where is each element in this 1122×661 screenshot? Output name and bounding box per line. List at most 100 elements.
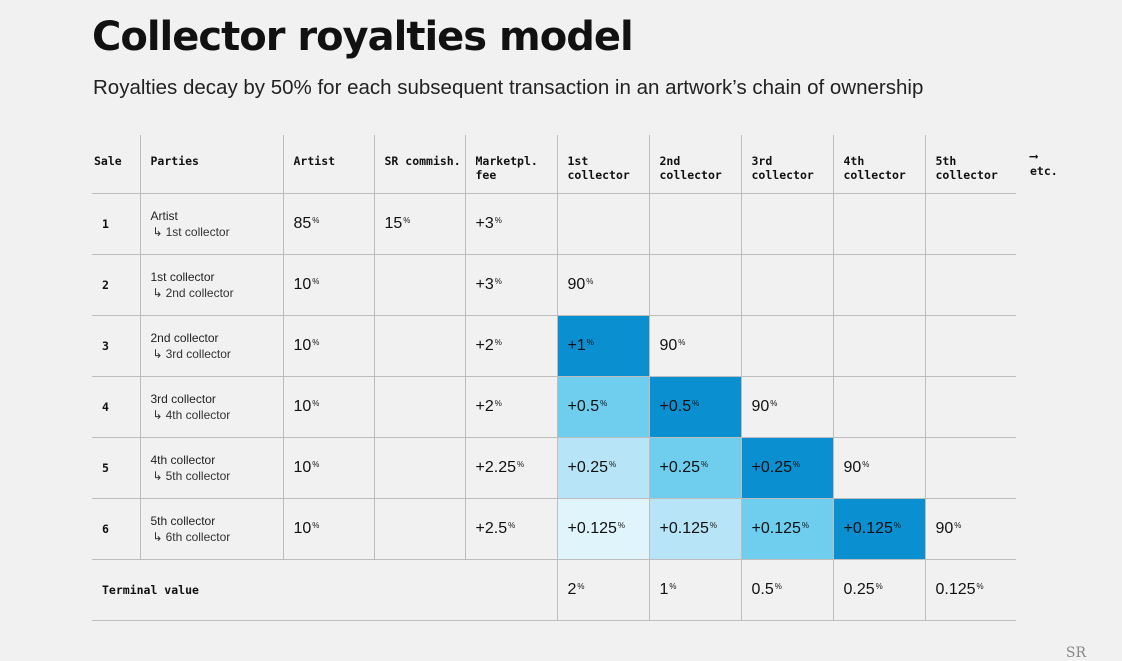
corner-arrow-icon: ↳ xyxy=(152,468,163,483)
corner-arrow-icon: ↳ xyxy=(152,285,163,300)
value-number: 90 xyxy=(751,397,770,415)
value-number: +2 xyxy=(475,336,494,354)
marketplace-fee: +2.5% xyxy=(465,498,558,560)
header-collector-2: 2nd collector xyxy=(649,135,742,194)
table-row: 3 2nd collector ↳ 3rd collector 10% +2% +1% 90% xyxy=(92,315,1016,377)
parties-cell: 4th collector ↳ 5th collector xyxy=(140,437,284,499)
party-from: 4th collector xyxy=(150,452,216,467)
collector-5-royalty xyxy=(925,193,1016,255)
artist-share: 85% xyxy=(283,193,375,255)
header-parties: Parties xyxy=(140,135,284,194)
percent-sign: % xyxy=(862,459,870,469)
percent-value: +0.125% xyxy=(568,520,626,537)
sale-number: 6 xyxy=(92,498,141,560)
right-arrow-icon: ⟶ xyxy=(1030,149,1038,163)
table-row: 5 4th collector ↳ 5th collector 10% +2.25% +0.… xyxy=(92,437,1016,499)
collector-2-royalty: +0.25% xyxy=(649,437,742,499)
parties-cell: 2nd collector ↳ 3rd collector xyxy=(140,315,284,377)
party-to-line: ↳ 1st collector xyxy=(151,224,283,240)
percent-value: 0.5% xyxy=(752,581,782,598)
sr-commish xyxy=(374,254,466,316)
parties-cell: Artist ↳ 1st collector xyxy=(140,193,284,255)
percent-sign: % xyxy=(608,459,617,469)
percent-value: 10% xyxy=(294,520,320,537)
value-number: 15 xyxy=(384,214,403,232)
collector-5-royalty xyxy=(925,376,1016,438)
collector-5-royalty xyxy=(925,437,1016,499)
party-from: 5th collector xyxy=(150,513,216,528)
percent-sign: % xyxy=(577,581,585,591)
percent-sign: % xyxy=(893,520,902,530)
collector-1-royalty: +0.25% xyxy=(557,437,650,499)
party-to-line: ↳ 6th collector xyxy=(151,529,283,545)
percent-value: +3% xyxy=(476,276,502,293)
value-number: +0.125 xyxy=(843,519,893,537)
percent-value: +0.125% xyxy=(752,520,810,537)
value-number: +2.25 xyxy=(475,458,516,476)
percent-sign: % xyxy=(700,459,709,469)
percent-value: 2% xyxy=(568,581,585,598)
percent-value: +0.25% xyxy=(568,459,617,476)
page-subtitle: Royalties decay by 50% for each subseque… xyxy=(93,76,924,99)
percent-sign: % xyxy=(669,581,677,591)
corner-arrow-icon: ↳ xyxy=(152,224,163,239)
collector-4-royalty xyxy=(833,193,926,255)
percent-sign: % xyxy=(516,459,525,469)
marketplace-fee: +3% xyxy=(465,193,558,255)
value-number: +3 xyxy=(475,214,494,232)
percent-sign: % xyxy=(586,276,594,286)
artist-share: 10% xyxy=(283,376,375,438)
party-to: 4th collector xyxy=(165,407,231,422)
percent-value: 1% xyxy=(660,581,677,598)
collector-4-royalty xyxy=(833,376,926,438)
value-number: 10 xyxy=(293,397,312,415)
value-number: +0.25 xyxy=(659,458,700,476)
value-number: 90 xyxy=(659,336,678,354)
collector-3-royalty xyxy=(741,193,834,255)
collector-1-royalty xyxy=(557,193,650,255)
percent-sign: % xyxy=(494,215,502,225)
value-number: 2 xyxy=(567,580,577,598)
header-marketplace-fee: Marketpl. fee xyxy=(465,135,558,194)
percent-value: +2.25% xyxy=(476,459,525,476)
corner-arrow-icon: ↳ xyxy=(152,346,163,361)
header-collector-4: 4th collector xyxy=(833,135,926,194)
percent-value: 0.25% xyxy=(844,581,883,598)
percent-sign: % xyxy=(709,520,718,530)
percent-value: 90% xyxy=(568,276,594,293)
percent-value: 90% xyxy=(660,337,686,354)
table-row: 2 1st collector ↳ 2nd collector 10% +3% 90% xyxy=(92,254,1016,316)
percent-sign: % xyxy=(678,337,686,347)
terminal-value-collector-5: 0.125% xyxy=(925,559,1016,621)
percent-value: +3% xyxy=(476,215,502,232)
terminal-label: Terminal value xyxy=(92,559,557,621)
collector-3-royalty xyxy=(741,315,834,377)
party-to: 2nd collector xyxy=(165,285,234,300)
party-to-line: ↳ 3rd collector xyxy=(151,346,283,362)
collector-1-royalty: +0.5% xyxy=(557,376,650,438)
collector-5-royalty xyxy=(925,254,1016,316)
value-number: 1 xyxy=(659,580,669,598)
percent-sign: % xyxy=(312,459,320,469)
value-number: +0.5 xyxy=(567,397,600,415)
value-number: 85 xyxy=(293,214,312,232)
header-collector-3: 3rd collector xyxy=(741,135,834,194)
sr-commish xyxy=(374,498,466,560)
sale-number: 4 xyxy=(92,376,141,438)
percent-sign: % xyxy=(312,520,320,530)
collector-3-royalty: +0.25% xyxy=(741,437,834,499)
party-from: 1st collector xyxy=(150,269,215,284)
party-from: 2nd collector xyxy=(150,330,219,345)
artist-share: 10% xyxy=(283,498,375,560)
header-sr-commish: SR commish. xyxy=(374,135,466,194)
header-sale: Sale xyxy=(92,135,141,194)
value-number: +1 xyxy=(567,336,586,354)
header-collector-5: 5th collector xyxy=(925,135,1016,194)
sale-number: 2 xyxy=(92,254,141,316)
percent-value: +0.5% xyxy=(568,398,608,415)
terminal-value-collector-2: 1% xyxy=(649,559,742,621)
header-collector-1: 1st collector xyxy=(557,135,650,194)
value-number: 0.25 xyxy=(843,580,875,598)
percent-value: 90% xyxy=(752,398,778,415)
value-number: 0.5 xyxy=(751,580,774,598)
